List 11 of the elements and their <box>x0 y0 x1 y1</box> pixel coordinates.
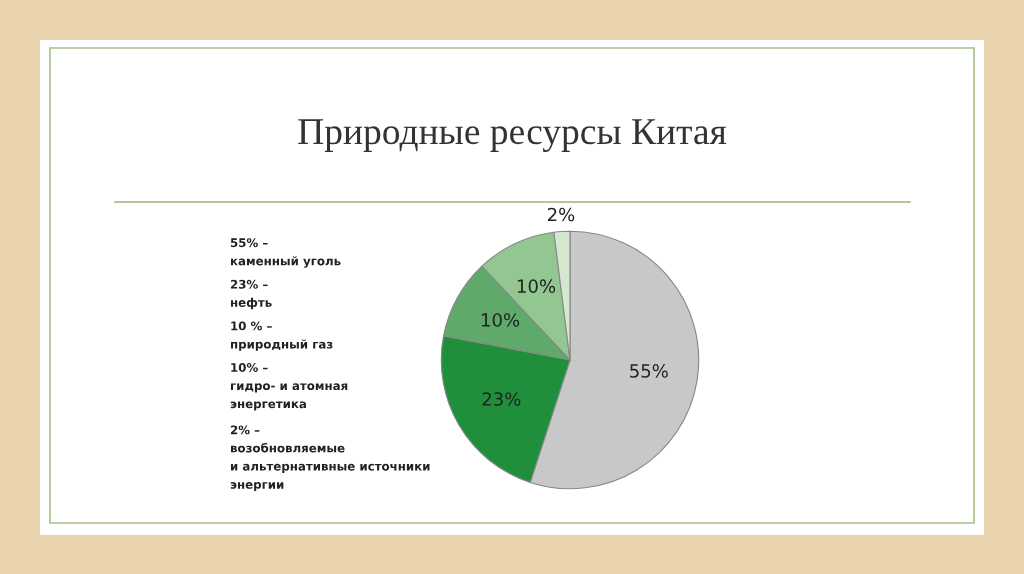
text: 2% – возобновляемые и альтернативные источники энергии <box>230 425 430 492</box>
data-label: 2% <box>547 207 575 222</box>
data-label: 55% <box>630 364 668 378</box>
data-label: 23% <box>482 392 521 406</box>
text: 23% – нефть <box>230 279 272 310</box>
data-label: 10% <box>481 313 520 327</box>
data-label: 10% <box>517 279 556 294</box>
text: 55% – каменный уголь <box>230 238 341 268</box>
text: 10% – гидро- и атомная энергетика <box>230 363 348 411</box>
text: 10 % – природный газ <box>230 321 333 351</box>
chart-title: Природные ресурсы Китая <box>298 119 727 152</box>
